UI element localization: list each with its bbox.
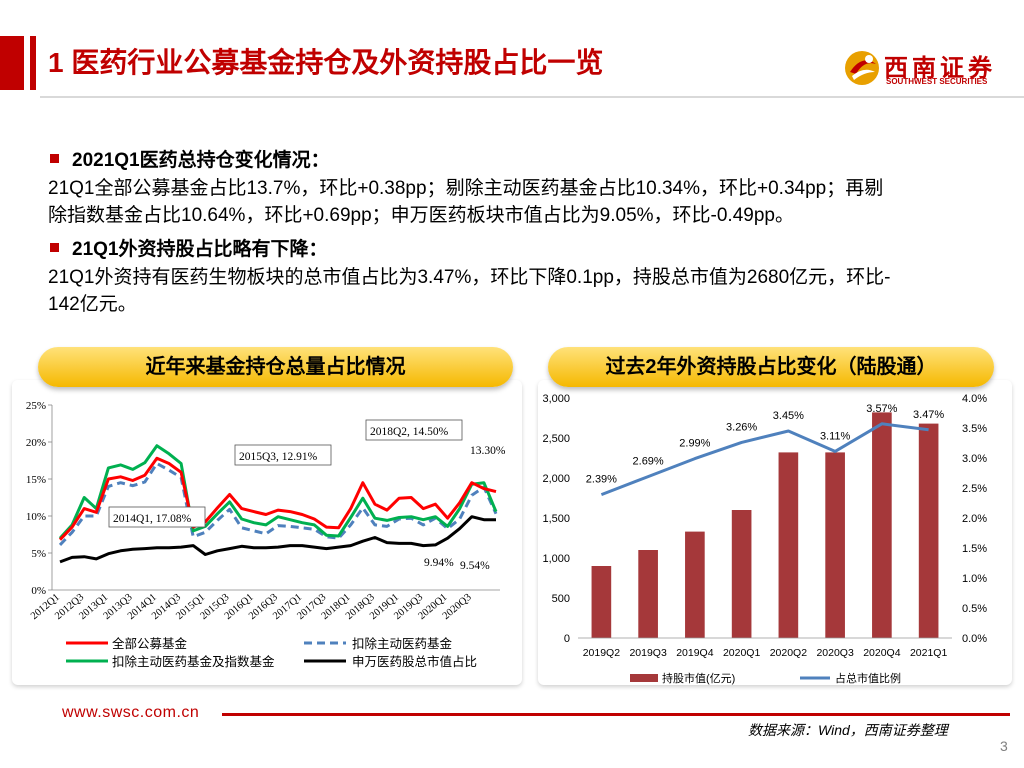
right-tick-label: 1.5% <box>962 543 987 555</box>
right-tick-label: 2.0% <box>962 513 987 525</box>
data-label: 3.57% <box>866 403 897 415</box>
footer-divider <box>222 713 1010 716</box>
header-divider <box>40 96 1024 98</box>
data-label: 3.26% <box>726 421 757 433</box>
category-label: 2019Q3 <box>629 647 667 659</box>
bar-2020Q3 <box>825 452 845 638</box>
legend-label-sw: 申万医药股总市值占比 <box>352 654 477 669</box>
legend-label-all: 全部公募基金 <box>112 636 188 651</box>
right-tick-label: 4.0% <box>962 393 987 405</box>
data-label: 3.11% <box>820 430 851 442</box>
data-label: 3.47% <box>913 409 944 421</box>
data-label: 2.39% <box>586 474 617 486</box>
category-label: 2020Q4 <box>863 647 901 659</box>
legend-label-bar: 持股市值(亿元) <box>662 671 735 685</box>
right-tick-label: 1.0% <box>962 573 987 585</box>
series-line-foreign-share <box>600 422 929 496</box>
section-paragraph: 21Q1全部公募基金占比13.7%，环比+0.38pp；剔除主动医药基金占比10… <box>48 175 1008 229</box>
title-accent-bar-thin <box>30 36 36 90</box>
legend-label-line: 占总市值比例 <box>835 671 901 685</box>
y-tick-label: 25% <box>26 400 46 412</box>
data-label: 3.45% <box>773 410 804 422</box>
left-tick-label: 2,500 <box>542 433 570 445</box>
legend-swatch-bar <box>630 674 658 682</box>
bar-2020Q4 <box>872 412 892 638</box>
paragraph-line: 21Q1外资持有医药生物板块的总市值占比为3.47%，环比下降0.1pp，持股总… <box>48 267 891 288</box>
y-tick-label: 10% <box>26 511 46 523</box>
series-line-0 <box>58 456 497 541</box>
annotation-value-994: 9.94% <box>424 557 454 569</box>
left-line-chart: 0%5%10%15%20%25% 2012Q12012Q32013Q12013Q… <box>26 400 506 669</box>
series-line-3 <box>59 515 496 564</box>
data-label: 2.69% <box>633 456 664 468</box>
page-title: 1 医药行业公募基金持仓及外资持股占比一览 <box>48 47 604 78</box>
left-tick-label: 1,000 <box>542 553 570 565</box>
annotation-2015q3: 2015Q3, 12.91% <box>239 451 318 463</box>
legend-label-excl: 扣除主动医药基金 <box>352 636 453 651</box>
bar-2019Q2 <box>591 566 612 638</box>
bar-2020Q2 <box>778 452 799 638</box>
left-tick-label: 1,500 <box>542 513 570 525</box>
page-number: 3 <box>1000 738 1008 754</box>
logo-emblem-icon <box>845 51 879 85</box>
category-label: 2020Q1 <box>723 647 761 659</box>
right-tick-label: 3.5% <box>962 423 987 435</box>
data-source: 数据来源：Wind，西南证券整理 <box>748 722 948 738</box>
y-tick-label: 0% <box>31 585 46 597</box>
bullet-icon <box>50 243 59 252</box>
company-logo: 西南证券 SOUTHWEST SECURITIES <box>842 46 1012 90</box>
right-tick-label: 0.0% <box>962 633 987 645</box>
bar-2019Q3 <box>638 550 658 638</box>
series-line-1 <box>58 462 498 546</box>
annotation-peak: 13.30% <box>470 445 506 457</box>
data-label: 2.99% <box>679 438 710 450</box>
paragraph-line: 21Q1全部公募基金占比13.7%，环比+0.38pp；剔除主动医药基金占比10… <box>48 178 884 199</box>
left-tick-label: 3,000 <box>542 393 570 405</box>
section-heading: 21Q1外资持股占比略有下降： <box>72 239 328 260</box>
annotation-2014q1: 2014Q1, 17.08% <box>113 513 192 525</box>
y-tick-label: 15% <box>26 474 46 486</box>
y-tick-label: 5% <box>31 548 46 560</box>
y-tick-label: 20% <box>26 437 46 449</box>
legend-label-excl-idx: 扣除主动医药基金及指数基金 <box>112 654 275 669</box>
annotation-2018q2: 2018Q2, 14.50% <box>370 426 449 438</box>
section-heading: 2021Q1医药总持仓变化情况： <box>72 150 330 171</box>
left-tick-label: 2,000 <box>542 473 570 485</box>
annotation-value-954: 9.54% <box>460 560 490 572</box>
bullet-icon <box>50 154 59 163</box>
right-tick-label: 0.5% <box>962 603 987 615</box>
right-chart-title: 过去2年外资持股占比变化（陆股通） <box>548 347 994 387</box>
paragraph-line: 除指数基金占比10.64%，环比+0.69pp；申万医药板块市值占比为9.05%… <box>48 205 794 226</box>
bar-2019Q4 <box>685 531 705 638</box>
category-label: 2019Q4 <box>676 647 714 659</box>
logo-subtext: SOUTHWEST SECURITIES <box>886 77 988 86</box>
category-label: 2020Q3 <box>816 647 854 659</box>
category-label: 2021Q1 <box>910 647 948 659</box>
category-label: 2020Q2 <box>770 647 808 659</box>
footer-url[interactable]: www.swsc.com.cn <box>62 704 200 721</box>
category-label: 2019Q2 <box>583 647 621 659</box>
left-tick-label: 500 <box>552 593 570 605</box>
logo-text: 西南证券 <box>884 55 996 82</box>
title-accent-bar <box>0 36 24 90</box>
bar-2020Q1 <box>731 510 752 638</box>
right-tick-label: 3.0% <box>962 453 987 465</box>
paragraph-line: 142亿元。 <box>48 294 137 315</box>
series-line-2 <box>58 444 498 540</box>
left-chart-title: 近年来基金持仓总量占比情况 <box>38 347 513 387</box>
left-tick-label: 0 <box>564 633 570 645</box>
right-tick-label: 2.5% <box>962 483 987 495</box>
right-combo-chart: 2.39% 2.69% 2.99% 3.26% 3.45% 3.11% 3.57% 3.47%… <box>542 393 987 685</box>
bar-2021Q1 <box>918 423 939 638</box>
section-paragraph: 21Q1外资持有医药生物板块的总市值占比为3.47%，环比下降0.1pp，持股总… <box>48 264 1008 318</box>
